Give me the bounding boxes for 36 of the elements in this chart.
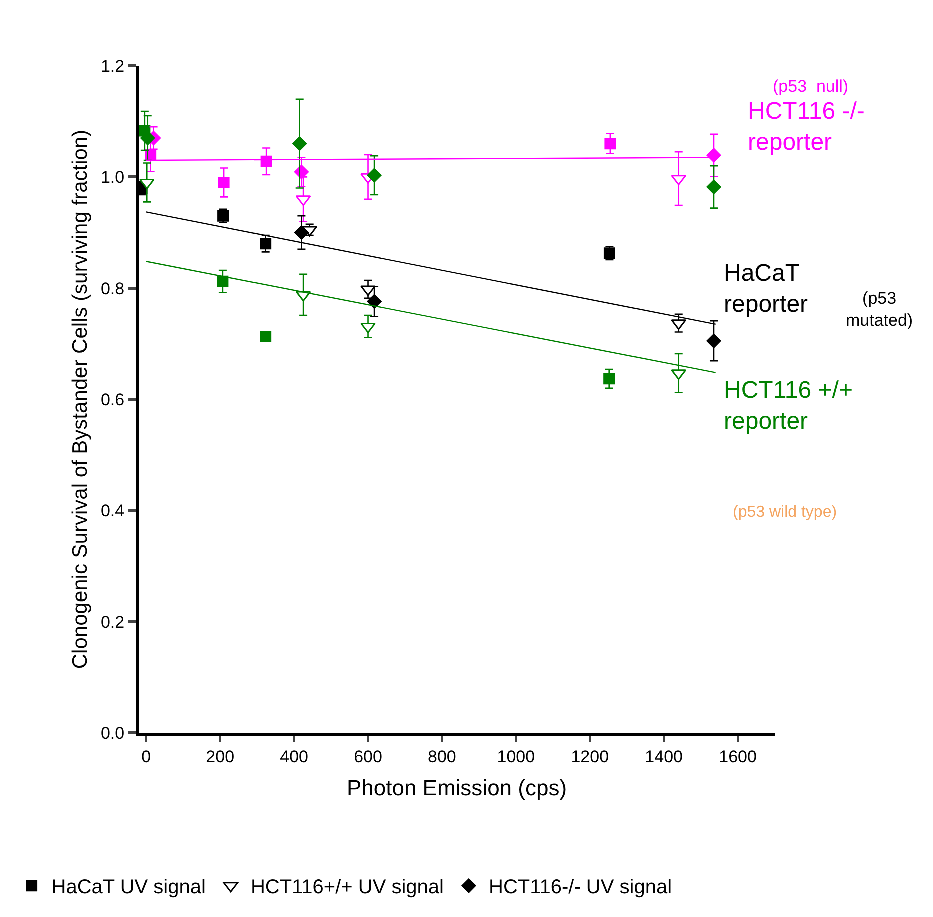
y-tick-label: 1.2 [100,56,125,76]
point [367,168,382,183]
legend-label: HCT116+/+ UV signal [250,876,444,899]
point [218,176,230,188]
legend-label: HCT116-/- UV signal [489,876,672,899]
annotation: (p53 null) [773,77,849,96]
series-label: HaCaT reporter [724,260,808,318]
x-tick-label: 600 [354,747,382,766]
x-tick-label: 400 [280,747,308,766]
text: (p53 mutated) [846,289,914,330]
y-tick-label: 0.4 [100,502,125,521]
y-tick-label: 0.2 [100,612,125,632]
y-tick-label: 0.6 [100,390,125,410]
x-tick-label: 1400 [645,747,683,766]
x-tick-label: 1600 [719,747,757,766]
point [260,156,272,168]
x-axis-title: Photon Emission (cps) [346,775,568,800]
series-label: HCT116 -/- reporter [748,98,865,156]
point [706,180,722,194]
series-label: HCT116 +/+ reporter [724,377,853,436]
point [360,322,376,334]
x-tick-label: 1200 [571,747,610,766]
point [260,238,272,250]
annotation: (p53 wild type) [733,504,838,521]
y-tick-label: 0.8 [100,279,125,298]
x-tick-label: 0 [142,747,152,766]
y-tick-label: 0.0 [100,724,125,743]
x-tick-label: 200 [206,747,235,766]
point [604,138,616,150]
x-tick-label: 1000 [497,747,536,766]
point [292,136,308,152]
y-axis-title: Clonogenic Survival of Bystander Cells (surviving fraction) [69,130,92,670]
y-tick-label: 1.0 [100,168,125,188]
point [360,286,376,296]
x-tick-label: 800 [428,747,456,766]
legend-label: HaCaT UV signal [52,876,206,899]
